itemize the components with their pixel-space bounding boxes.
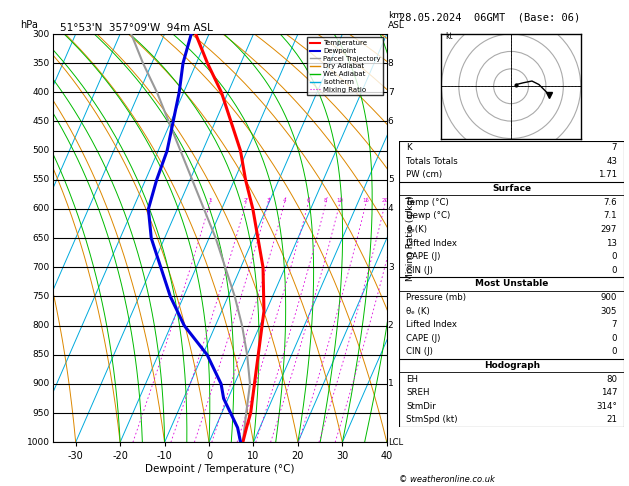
Text: CIN (J): CIN (J): [406, 347, 433, 356]
Text: 0: 0: [612, 252, 617, 261]
Text: 900: 900: [32, 380, 50, 388]
Text: 8: 8: [324, 198, 328, 203]
Text: 43: 43: [606, 157, 617, 166]
Text: 15: 15: [362, 198, 369, 203]
Text: kt: kt: [445, 32, 452, 41]
Text: 7: 7: [612, 320, 617, 329]
Text: 850: 850: [32, 350, 50, 359]
Text: 1000: 1000: [26, 438, 50, 447]
Text: 80: 80: [606, 375, 617, 383]
Text: Lifted Index: Lifted Index: [406, 239, 457, 247]
Text: StmSpd (kt): StmSpd (kt): [406, 416, 458, 424]
Text: PW (cm): PW (cm): [406, 171, 442, 179]
Text: Most Unstable: Most Unstable: [475, 279, 548, 288]
Text: 750: 750: [32, 292, 50, 301]
Text: 0: 0: [612, 334, 617, 343]
Text: 1: 1: [208, 198, 211, 203]
Text: 20: 20: [382, 198, 389, 203]
Text: Totals Totals: Totals Totals: [406, 157, 458, 166]
Text: θₑ (K): θₑ (K): [406, 307, 430, 315]
Text: Dewp (°C): Dewp (°C): [406, 211, 450, 220]
Text: 4: 4: [388, 205, 394, 213]
Text: 3: 3: [266, 198, 270, 203]
Text: 300: 300: [32, 30, 50, 38]
Text: 0: 0: [612, 266, 617, 275]
Text: 7: 7: [612, 143, 617, 152]
Text: θₑ(K): θₑ(K): [406, 225, 427, 234]
Text: hPa: hPa: [20, 20, 38, 30]
Text: 800: 800: [32, 321, 50, 330]
Text: 28.05.2024  06GMT  (Base: 06): 28.05.2024 06GMT (Base: 06): [399, 12, 581, 22]
Text: CIN (J): CIN (J): [406, 266, 433, 275]
Text: 10: 10: [337, 198, 343, 203]
Text: 900: 900: [601, 293, 617, 302]
Text: 4: 4: [282, 198, 286, 203]
Text: 2: 2: [244, 198, 248, 203]
Text: 13: 13: [606, 239, 617, 247]
Text: 500: 500: [32, 146, 50, 155]
Text: 7.1: 7.1: [604, 211, 617, 220]
Text: 350: 350: [32, 59, 50, 68]
Text: 21: 21: [606, 416, 617, 424]
Text: 1.71: 1.71: [598, 171, 617, 179]
Text: Mixing Ratio (g/kg): Mixing Ratio (g/kg): [406, 195, 415, 281]
Legend: Temperature, Dewpoint, Parcel Trajectory, Dry Adiabat, Wet Adiabat, Isotherm, Mi: Temperature, Dewpoint, Parcel Trajectory…: [307, 37, 383, 95]
Text: 6: 6: [306, 198, 310, 203]
Text: 700: 700: [32, 263, 50, 272]
Text: 7.6: 7.6: [604, 198, 617, 207]
Text: EH: EH: [406, 375, 418, 383]
Text: Hodograph: Hodograph: [484, 361, 540, 370]
Text: Surface: Surface: [492, 184, 532, 193]
Text: 550: 550: [32, 175, 50, 184]
Text: 5: 5: [388, 175, 394, 184]
X-axis label: Dewpoint / Temperature (°C): Dewpoint / Temperature (°C): [145, 464, 295, 474]
Text: 297: 297: [601, 225, 617, 234]
Text: 2: 2: [388, 321, 394, 330]
Text: CAPE (J): CAPE (J): [406, 252, 440, 261]
Text: Pressure (mb): Pressure (mb): [406, 293, 466, 302]
Text: 147: 147: [601, 388, 617, 397]
Text: StmDir: StmDir: [406, 402, 436, 411]
Text: 600: 600: [32, 205, 50, 213]
Text: 3: 3: [388, 263, 394, 272]
Text: 6: 6: [388, 117, 394, 126]
Text: 305: 305: [601, 307, 617, 315]
Text: SREH: SREH: [406, 388, 430, 397]
Text: LCL: LCL: [388, 438, 403, 447]
Text: 1: 1: [388, 380, 394, 388]
Text: 400: 400: [32, 88, 50, 97]
Text: CAPE (J): CAPE (J): [406, 334, 440, 343]
Text: Lifted Index: Lifted Index: [406, 320, 457, 329]
Text: K: K: [406, 143, 412, 152]
Text: © weatheronline.co.uk: © weatheronline.co.uk: [399, 474, 495, 484]
Text: 8: 8: [388, 59, 394, 68]
Text: 51°53'N  357°09'W  94m ASL: 51°53'N 357°09'W 94m ASL: [60, 23, 213, 33]
Text: km
ASL: km ASL: [388, 11, 404, 30]
Text: 314°: 314°: [596, 402, 617, 411]
Text: 650: 650: [32, 234, 50, 243]
Text: 0: 0: [612, 347, 617, 356]
Text: 450: 450: [32, 117, 50, 126]
Text: Temp (°C): Temp (°C): [406, 198, 449, 207]
Text: 950: 950: [32, 409, 50, 417]
Text: 7: 7: [388, 88, 394, 97]
